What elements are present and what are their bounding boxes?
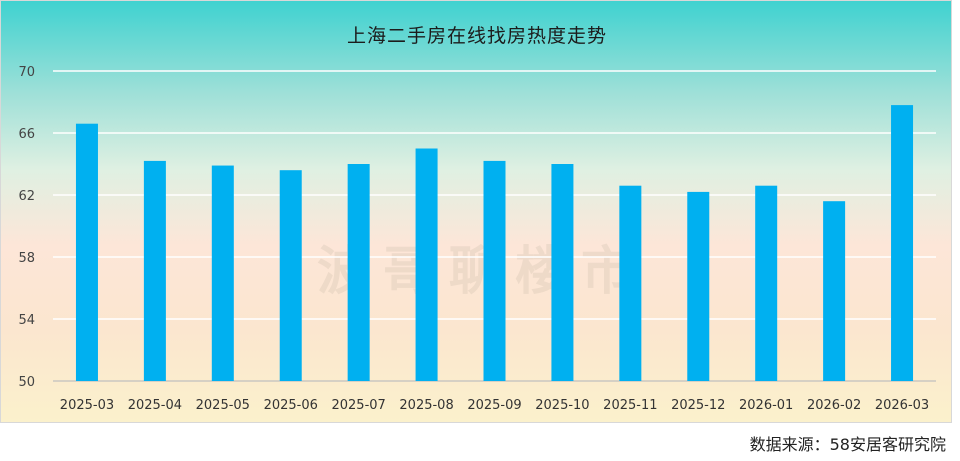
- bar-2025-05: [211, 165, 234, 381]
- bar-2025-03: [75, 123, 98, 381]
- bar-2026-01: [755, 185, 778, 381]
- x-tick-label: 2025-09: [467, 398, 521, 413]
- y-tick-label: 70: [18, 65, 35, 80]
- bar-2025-11: [619, 185, 642, 381]
- bar-2025-12: [687, 191, 710, 381]
- x-tick-label: 2025-05: [196, 398, 250, 413]
- y-tick-label: 58: [18, 251, 35, 266]
- x-tick-label: 2026-03: [875, 398, 929, 413]
- source-note: 数据来源：58安居客研究院: [749, 435, 946, 454]
- watermark: 波哥聊楼市: [317, 242, 648, 302]
- x-tick-label: 2025-07: [331, 398, 385, 413]
- bar-2025-09: [483, 160, 506, 381]
- x-tick-label: 2025-04: [128, 398, 182, 413]
- x-tick-label: 2025-06: [264, 398, 318, 413]
- bar-chart: 50 54 58 62 66 70 2025-03 2025-04 2025-05 2025-06…: [18, 65, 936, 413]
- x-tick-label: 2026-02: [807, 398, 861, 413]
- x-tick-label: 2025-03: [60, 398, 114, 413]
- x-tick-label: 2025-11: [603, 398, 657, 413]
- x-tick-label: 2026-01: [739, 398, 793, 413]
- y-tick-label: 54: [18, 313, 35, 328]
- chart-panel: 上海二手房在线找房热度走势 波哥聊楼市 50 54 58 62 66 70 2025-03 2…: [0, 0, 952, 423]
- bar-2025-04: [143, 160, 166, 381]
- x-tick-label: 2025-08: [399, 398, 453, 413]
- bar-2026-03: [891, 105, 914, 381]
- bar-2025-10: [551, 164, 574, 381]
- y-tick-label: 50: [18, 375, 35, 390]
- bar-2025-07: [347, 164, 370, 381]
- bar-2025-06: [279, 170, 302, 381]
- bar-2026-02: [823, 201, 846, 381]
- y-tick-label: 66: [18, 127, 35, 142]
- chart-title: 上海二手房在线找房热度走势: [346, 25, 607, 47]
- y-tick-label: 62: [18, 189, 35, 204]
- x-tick-label: 2025-12: [671, 398, 725, 413]
- bar-2025-08: [415, 148, 438, 381]
- x-tick-label: 2025-10: [535, 398, 589, 413]
